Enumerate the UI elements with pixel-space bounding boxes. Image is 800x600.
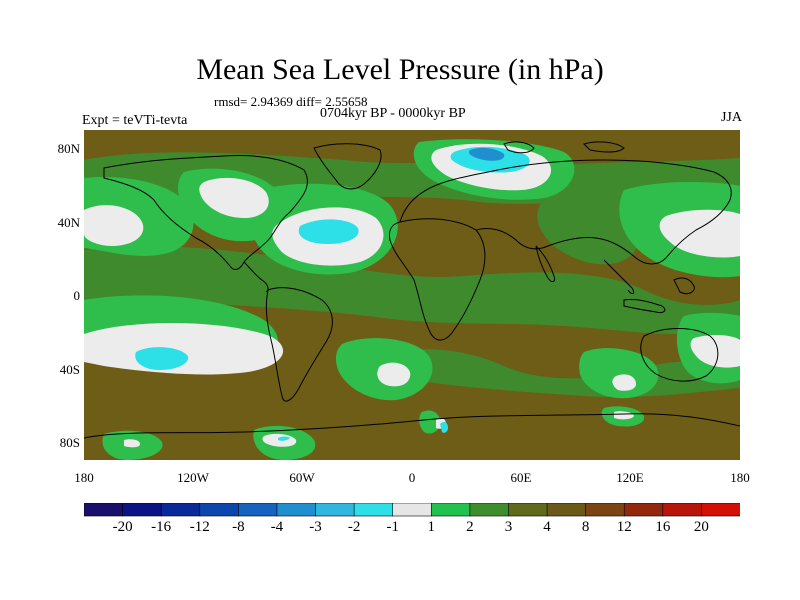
colorbar-segment <box>315 503 355 517</box>
season-label: JJA <box>720 110 742 125</box>
colorbar-label: 20 <box>693 519 709 535</box>
lat-label: 40N <box>57 215 80 230</box>
blue-core-region <box>468 147 505 161</box>
lon-label: 0 <box>408 470 416 485</box>
lat-label: 40S <box>59 362 80 377</box>
pressure-map <box>84 130 740 460</box>
colorbar-segment <box>353 503 394 517</box>
lon-label: 120E <box>616 470 644 485</box>
coastlines <box>84 141 740 439</box>
colorbar-segment <box>392 503 433 517</box>
colorbar-label: -4 <box>270 519 284 535</box>
colorbar-segment <box>199 503 240 517</box>
colorbar-segment <box>585 503 626 517</box>
colorbar-label: -1 <box>386 519 399 535</box>
colorbar-label: -20 <box>112 519 133 535</box>
colorbar-segment <box>469 503 510 517</box>
lat-label: 80N <box>57 141 80 156</box>
colorbar-segment <box>546 503 587 517</box>
colorbar-label: 2 <box>466 519 474 535</box>
colorbar-label: -2 <box>347 519 361 535</box>
colorbar-label: 8 <box>581 519 590 535</box>
colorbar-segment <box>701 503 740 517</box>
lon-label: 180 <box>74 470 94 485</box>
lon-label: 60E <box>510 470 532 485</box>
colorbar-label: 4 <box>543 519 551 535</box>
colorbar-segment <box>662 503 703 517</box>
colorbar-label: 1 <box>427 519 436 535</box>
colorbar-label: -8 <box>232 519 245 535</box>
colorbar-segment <box>623 503 664 517</box>
lat-label: 80S <box>59 435 80 450</box>
colorbar-segment <box>430 503 471 517</box>
colorbar-segment <box>122 503 162 517</box>
lat-label: 0 <box>73 288 81 303</box>
colorbar-segment <box>160 503 201 517</box>
experiment-label: Expt = teVTi-tevta <box>82 113 188 128</box>
colorbar-label: 3 <box>504 519 513 535</box>
cyan-regions <box>135 146 530 441</box>
colorbar <box>84 503 740 517</box>
colorbar-label: -16 <box>151 519 172 535</box>
page-title: Mean Sea Level Pressure (in hPa) <box>196 53 604 86</box>
colorbar-segment <box>276 503 317 517</box>
colorbar-segment <box>238 503 278 517</box>
colorbar-label: -3 <box>309 519 322 535</box>
olive-regions <box>84 152 740 398</box>
lon-label: 120W <box>177 470 209 485</box>
colorbar-segment <box>508 503 548 517</box>
colorbar-label: -12 <box>189 519 210 535</box>
colorbar-label: 12 <box>616 519 632 535</box>
colorbar-label: 16 <box>655 519 671 535</box>
rmsd-diff-stats: rmsd= 2.94369 diff= 2.55658 <box>214 94 368 109</box>
lon-label: 180 <box>730 470 750 485</box>
colorbar-segment <box>84 503 124 517</box>
lon-label: 60W <box>289 470 315 485</box>
period-label: 0704kyr BP - 0000kyr BP <box>320 106 466 121</box>
